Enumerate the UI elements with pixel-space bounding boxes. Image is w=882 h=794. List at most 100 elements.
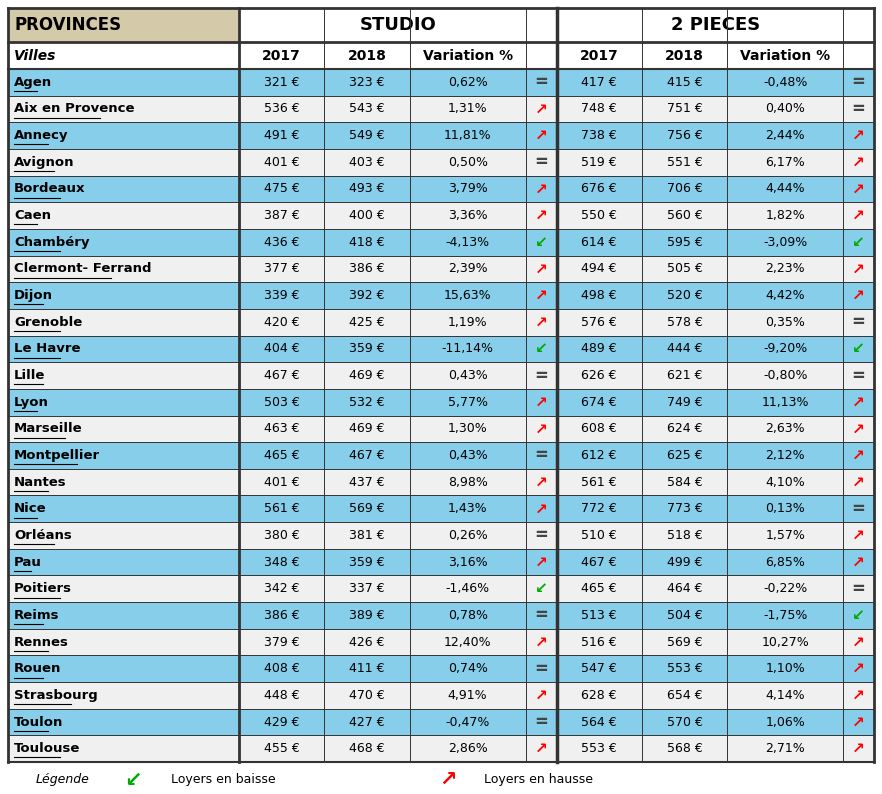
- Bar: [239, 495, 325, 522]
- Text: ↗: ↗: [852, 288, 865, 303]
- Text: 4,44%: 4,44%: [766, 183, 805, 195]
- Bar: [239, 576, 325, 602]
- Text: 749 €: 749 €: [667, 395, 702, 409]
- Text: 400 €: 400 €: [349, 209, 385, 222]
- Bar: [8, 602, 239, 629]
- Bar: [325, 495, 409, 522]
- Text: Reims: Reims: [14, 609, 59, 622]
- Text: -0,22%: -0,22%: [763, 582, 807, 596]
- Bar: [642, 149, 727, 175]
- Text: 550 €: 550 €: [581, 209, 617, 222]
- Bar: [642, 362, 727, 389]
- Bar: [8, 309, 239, 336]
- Bar: [642, 495, 727, 522]
- Text: 429 €: 429 €: [264, 715, 299, 729]
- Text: 1,31%: 1,31%: [448, 102, 488, 115]
- Bar: [642, 69, 727, 95]
- Text: 628 €: 628 €: [581, 689, 617, 702]
- Text: 415 €: 415 €: [667, 75, 702, 89]
- Text: 404 €: 404 €: [264, 342, 300, 356]
- Bar: [642, 468, 727, 495]
- Bar: [642, 309, 727, 336]
- Text: 489 €: 489 €: [581, 342, 617, 356]
- Text: 469 €: 469 €: [349, 422, 385, 435]
- Text: 381 €: 381 €: [349, 529, 385, 542]
- Text: PROVINCES: PROVINCES: [14, 16, 121, 34]
- Bar: [409, 629, 526, 655]
- Text: 401 €: 401 €: [264, 476, 300, 488]
- Bar: [239, 175, 325, 202]
- Bar: [843, 522, 874, 549]
- Bar: [239, 95, 325, 122]
- Text: 595 €: 595 €: [667, 236, 702, 249]
- Bar: [239, 42, 325, 69]
- Bar: [843, 389, 874, 415]
- Bar: [557, 389, 642, 415]
- Text: 12,40%: 12,40%: [444, 635, 491, 649]
- Text: -9,20%: -9,20%: [763, 342, 807, 356]
- Bar: [239, 149, 325, 175]
- Bar: [8, 389, 239, 415]
- Bar: [239, 709, 325, 735]
- Bar: [8, 175, 239, 202]
- Text: 463 €: 463 €: [264, 422, 299, 435]
- Bar: [642, 336, 727, 362]
- Bar: [8, 468, 239, 495]
- Text: 505 €: 505 €: [667, 262, 702, 276]
- Text: 2 PIECES: 2 PIECES: [670, 16, 760, 34]
- Text: 625 €: 625 €: [667, 449, 702, 462]
- Bar: [526, 175, 557, 202]
- Bar: [843, 682, 874, 709]
- Text: 510 €: 510 €: [581, 529, 617, 542]
- Text: 493 €: 493 €: [349, 183, 385, 195]
- Bar: [642, 282, 727, 309]
- Text: ↗: ↗: [534, 208, 548, 223]
- Bar: [526, 42, 557, 69]
- Bar: [843, 282, 874, 309]
- Text: 448 €: 448 €: [264, 689, 300, 702]
- Text: 379 €: 379 €: [264, 635, 300, 649]
- Text: Légende: Légende: [36, 773, 90, 787]
- Text: ↙: ↙: [534, 581, 548, 596]
- Bar: [727, 709, 843, 735]
- Text: 568 €: 568 €: [667, 742, 702, 755]
- Text: ↙: ↙: [852, 608, 865, 623]
- Text: Grenoble: Grenoble: [14, 316, 82, 329]
- Bar: [843, 149, 874, 175]
- Text: 0,13%: 0,13%: [766, 503, 805, 515]
- Text: 475 €: 475 €: [264, 183, 300, 195]
- Bar: [642, 522, 727, 549]
- Text: ↗: ↗: [852, 715, 865, 730]
- Text: 342 €: 342 €: [264, 582, 299, 596]
- Text: 706 €: 706 €: [667, 183, 702, 195]
- Text: 389 €: 389 €: [349, 609, 385, 622]
- Bar: [325, 522, 409, 549]
- Text: 560 €: 560 €: [667, 209, 702, 222]
- Text: ↗: ↗: [852, 554, 865, 569]
- Text: ↗: ↗: [534, 634, 548, 649]
- Text: Variation %: Variation %: [740, 48, 830, 63]
- Bar: [526, 682, 557, 709]
- Bar: [8, 522, 239, 549]
- Text: 11,13%: 11,13%: [761, 395, 809, 409]
- Text: 10,27%: 10,27%: [761, 635, 809, 649]
- Bar: [727, 309, 843, 336]
- Bar: [557, 735, 642, 762]
- Bar: [642, 442, 727, 468]
- Text: 464 €: 464 €: [667, 582, 702, 596]
- Bar: [727, 389, 843, 415]
- Bar: [557, 309, 642, 336]
- Bar: [239, 549, 325, 576]
- Bar: [409, 655, 526, 682]
- Text: 468 €: 468 €: [349, 742, 385, 755]
- Bar: [843, 415, 874, 442]
- Bar: [727, 682, 843, 709]
- Bar: [239, 362, 325, 389]
- Text: ↗: ↗: [852, 634, 865, 649]
- Text: 569 €: 569 €: [349, 503, 385, 515]
- Text: -1,75%: -1,75%: [763, 609, 807, 622]
- Text: Strasbourg: Strasbourg: [14, 689, 98, 702]
- Text: 465 €: 465 €: [264, 449, 300, 462]
- Text: 614 €: 614 €: [581, 236, 617, 249]
- Bar: [843, 95, 874, 122]
